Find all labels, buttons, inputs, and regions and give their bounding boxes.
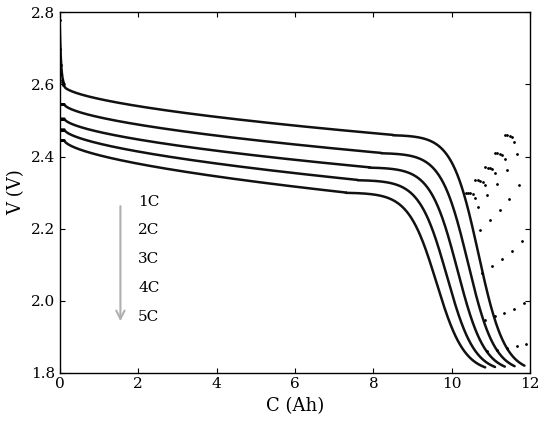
X-axis label: C (Ah): C (Ah) [266, 397, 324, 415]
Text: 5C: 5C [138, 310, 159, 324]
Text: 4C: 4C [138, 281, 159, 295]
Y-axis label: V (V): V (V) [7, 170, 25, 215]
Text: 1C: 1C [138, 195, 159, 208]
Text: 2C: 2C [138, 223, 159, 237]
Text: 3C: 3C [138, 252, 159, 266]
